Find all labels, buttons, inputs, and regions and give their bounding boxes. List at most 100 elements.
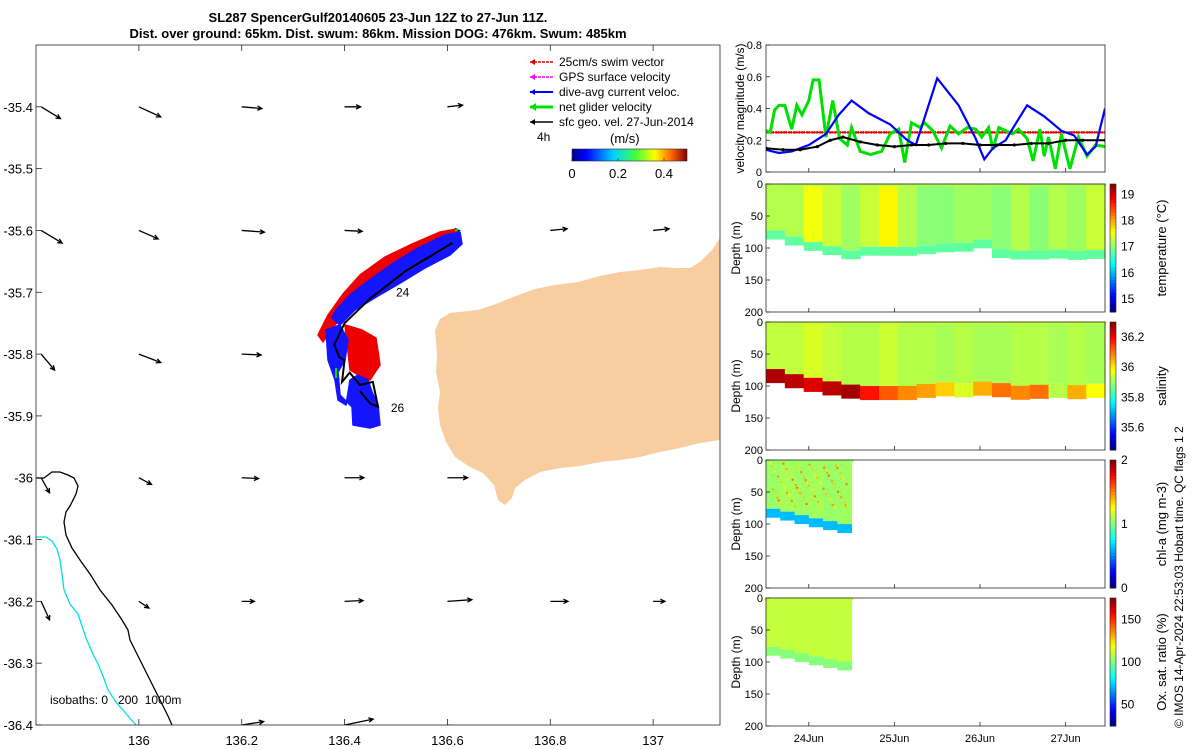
section-cell: [1029, 322, 1049, 385]
section-colorbar-label: temperature (°C): [1154, 200, 1169, 297]
section-colorbar-tick-label: 36.2: [1121, 330, 1145, 344]
net-glider-velocity-marks: [335, 228, 459, 378]
section-y-tick-label: 50: [751, 625, 763, 637]
swim-vector-mark: [943, 130, 947, 134]
colorbar-segment: [1110, 690, 1116, 695]
section-colorbar-label: Ox. sat. ratio (%): [1154, 613, 1169, 711]
colorbar-segment: [1110, 232, 1116, 236]
swim-vector-mark: [832, 130, 836, 134]
colorbar-segment: [1110, 322, 1116, 326]
map-axes-box: [35, 44, 721, 726]
velocity-y-tick-label: 0: [756, 167, 762, 179]
colorbar-segment: [1110, 530, 1116, 535]
legend-label-sfc-geo: sfc geo. vel. 27-Jun-2014: [559, 115, 694, 129]
section-deep-cell: [1010, 385, 1031, 400]
velocity-point: [995, 143, 999, 147]
colorbar-segment: [1110, 286, 1116, 291]
colorbar-segment: [1110, 485, 1116, 490]
swim-vector-mark: [912, 130, 916, 134]
colorbar-segment: [1110, 251, 1116, 255]
section-cell: [973, 322, 993, 382]
colorbar-segment: [1110, 681, 1116, 685]
section-deep-cell: [1029, 250, 1049, 260]
chla-sample-dot: [790, 499, 794, 503]
swim-vector-mark: [781, 130, 785, 134]
swim-vector-mark: [1084, 130, 1088, 134]
track-map: 24 26 136 136.2 136.4 136.6 136.8 137 -35.4-3…: [3, 44, 721, 748]
map-y-tick-label: -36.1: [3, 533, 33, 548]
section-y-tick-label: 200: [745, 445, 763, 457]
swim-vector-mark: [925, 130, 929, 134]
chla-sample-dot: [805, 502, 808, 506]
oxygen-section: 0 50 100 150 200 Depth (m) 50 100 150 Ox. sat. ra…: [729, 593, 1169, 733]
swim-vector-mark: [794, 130, 798, 134]
velocity-series-net: [766, 78, 1105, 170]
day-label-26: 26: [391, 401, 405, 415]
swim-vector-mark: [817, 130, 821, 134]
map-y-tick-label: -36: [14, 471, 33, 486]
swim-vector-mark: [786, 130, 790, 134]
section-y-tick-label: 0: [757, 593, 763, 605]
chla-sample-dot: [777, 499, 780, 502]
swim-vector-mark: [884, 130, 888, 134]
section-colorbar-tick-label: 1: [1121, 517, 1128, 531]
chla-sample-dot: [839, 472, 842, 475]
colorbar-segment: [1110, 193, 1116, 198]
chla-sample-dot: [811, 468, 814, 472]
swim-vector-mark: [799, 130, 803, 134]
swim-vector-mark: [1076, 130, 1080, 134]
colorbar-segment: [1110, 244, 1116, 249]
sfc-velocity-arrow: [241, 229, 266, 235]
section-deep-cell: [794, 653, 810, 663]
colorbar-segment: [1110, 626, 1116, 631]
colorbar-segment: [1110, 710, 1116, 714]
colorbar-segment: [1110, 187, 1116, 191]
section-colorbar-tick-label: 18: [1121, 214, 1135, 228]
chla-sample-dot: [808, 463, 811, 466]
colorbar-segment: [1110, 614, 1116, 618]
section-cell: [897, 322, 918, 386]
chla-sample-dot: [833, 506, 836, 509]
swim-vector-mark: [873, 130, 877, 134]
velocity-point: [1012, 143, 1016, 147]
colorbar-segment: [1110, 296, 1116, 300]
chla-sample-dot: [828, 498, 831, 501]
swim-vector-mark: [1048, 130, 1052, 134]
colorbar-segment: [1110, 430, 1116, 435]
chla-sample-dot: [797, 489, 800, 492]
chla-sample-dot: [819, 505, 823, 509]
velocity-point: [909, 143, 914, 147]
chla-sample-dot: [782, 486, 786, 489]
chla-sample-dot: [788, 473, 791, 476]
section-cell: [784, 184, 805, 237]
colorbar-segment: [1110, 267, 1116, 271]
colorbar-segment: [1110, 370, 1116, 374]
figure-title-line-2: Dist. over ground: 65km. Dist. swum: 86k…: [129, 26, 627, 41]
colorbar-segment: [1110, 684, 1116, 689]
section-deep-cell: [897, 386, 918, 401]
colorbar-segment: [1110, 466, 1116, 471]
section-cell: [1048, 322, 1068, 384]
chla-sample-dot: [771, 488, 774, 491]
colorbar-segment: [1110, 184, 1116, 188]
chla-sample-dot: [833, 485, 837, 488]
colorbar-segment: [1110, 556, 1116, 560]
colorbar-segment: [1110, 652, 1116, 657]
colorbar-segment: [1110, 190, 1116, 195]
sfc-velocity-arrow: [241, 475, 261, 482]
velocity-point: [1029, 141, 1033, 146]
section-deep-cell: [1067, 250, 1087, 260]
section-y-tick-label: 100: [745, 657, 763, 669]
swim-vector-mark: [771, 130, 775, 134]
swim-vector-mark: [876, 130, 880, 134]
sfc-velocity-arrow: [344, 717, 375, 725]
colorbar-segment: [1110, 305, 1116, 310]
section-deep-cell: [823, 658, 838, 668]
section-deep-cell: [766, 508, 781, 518]
swim-vector-mark: [819, 130, 823, 134]
section-deep-cell: [879, 246, 899, 256]
colorbar-segment: [1110, 238, 1116, 243]
section-y-tick-label: 150: [745, 413, 763, 425]
